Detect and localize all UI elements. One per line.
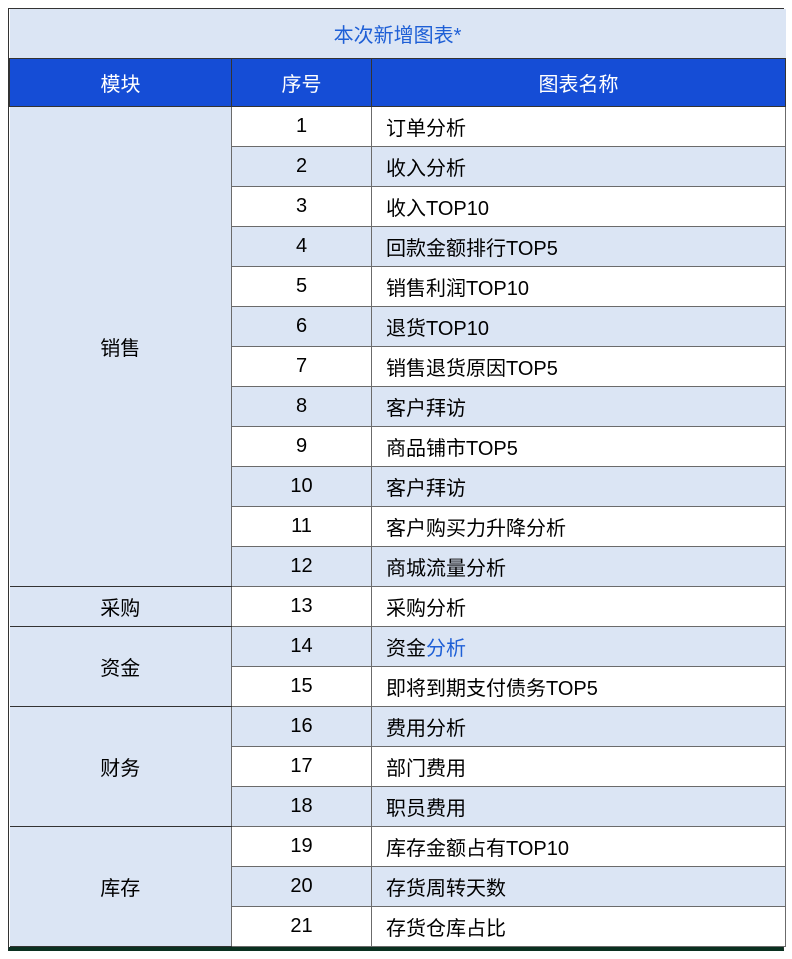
row-name: 库存金额占有TOP10	[372, 827, 786, 867]
table-body: 销售1订单分析2收入分析3收入TOP104回款金额排行TOP55销售利润TOP1…	[10, 107, 786, 947]
row-number: 4	[232, 227, 372, 267]
col-header-number: 序号	[232, 59, 372, 107]
table-row: 销售1订单分析	[10, 107, 786, 147]
module-cell: 库存	[10, 827, 232, 947]
row-name: 销售利润TOP10	[372, 267, 786, 307]
row-number: 1	[232, 107, 372, 147]
row-number: 20	[232, 867, 372, 907]
row-number: 13	[232, 587, 372, 627]
table-row: 库存19库存金额占有TOP10	[10, 827, 786, 867]
row-name: 退货TOP10	[372, 307, 786, 347]
module-cell: 资金	[10, 627, 232, 707]
row-name: 回款金额排行TOP5	[372, 227, 786, 267]
row-number: 5	[232, 267, 372, 307]
row-name: 订单分析	[372, 107, 786, 147]
row-name-part: 分析	[426, 638, 466, 660]
row-number: 11	[232, 507, 372, 547]
module-cell: 销售	[10, 107, 232, 587]
row-name: 收入分析	[372, 147, 786, 187]
row-name: 商城流量分析	[372, 547, 786, 587]
row-number: 10	[232, 467, 372, 507]
table-row: 资金 14资金分析	[10, 627, 786, 667]
col-header-name: 图表名称	[372, 59, 786, 107]
row-name: 销售退货原因TOP5	[372, 347, 786, 387]
row-name: 存货仓库占比	[372, 907, 786, 947]
row-number: 2	[232, 147, 372, 187]
row-number: 21	[232, 907, 372, 947]
row-name: 职员费用	[372, 787, 786, 827]
row-name: 采购分析	[372, 587, 786, 627]
row-name: 客户购买力升降分析	[372, 507, 786, 547]
row-name: 客户拜访	[372, 387, 786, 427]
table-row: 采购13采购分析	[10, 587, 786, 627]
row-number: 7	[232, 347, 372, 387]
row-name-part: 资金	[386, 638, 426, 660]
row-name: 收入TOP10	[372, 187, 786, 227]
row-number: 12	[232, 547, 372, 587]
row-name: 部门费用	[372, 747, 786, 787]
row-number: 16	[232, 707, 372, 747]
table-header-row: 模块 序号 图表名称	[10, 59, 786, 107]
row-number: 17	[232, 747, 372, 787]
row-number: 8	[232, 387, 372, 427]
table-row: 财务16费用分析	[10, 707, 786, 747]
row-number: 19	[232, 827, 372, 867]
row-number: 3	[232, 187, 372, 227]
row-number: 14	[232, 627, 372, 667]
row-name: 资金分析	[372, 627, 786, 667]
row-number: 18	[232, 787, 372, 827]
row-name: 商品铺市TOP5	[372, 427, 786, 467]
module-cell: 采购	[10, 587, 232, 627]
table-title-row: 本次新增图表*	[10, 9, 786, 59]
new-charts-table: 本次新增图表* 模块 序号 图表名称 销售1订单分析2收入分析3收入TOP104…	[8, 8, 784, 951]
module-cell: 财务	[10, 707, 232, 827]
table-title: 本次新增图表*	[10, 9, 786, 59]
col-header-module: 模块	[10, 59, 232, 107]
row-number: 15	[232, 667, 372, 707]
charts-table: 本次新增图表* 模块 序号 图表名称 销售1订单分析2收入分析3收入TOP104…	[9, 9, 786, 947]
row-name: 即将到期支付债务TOP5	[372, 667, 786, 707]
row-number: 6	[232, 307, 372, 347]
row-name: 客户拜访	[372, 467, 786, 507]
row-name: 费用分析	[372, 707, 786, 747]
row-name: 存货周转天数	[372, 867, 786, 907]
row-number: 9	[232, 427, 372, 467]
